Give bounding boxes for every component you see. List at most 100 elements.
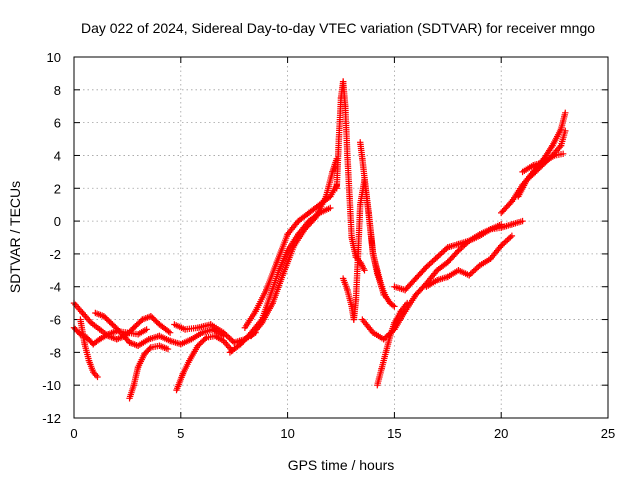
y-tick-label: 10 <box>47 50 61 65</box>
data-point <box>147 313 155 320</box>
data-point <box>386 330 394 337</box>
data-point <box>499 241 506 248</box>
series-marker-group <box>423 232 516 290</box>
series-marker-group <box>333 78 368 274</box>
data-point <box>505 235 513 242</box>
data-point <box>438 249 445 257</box>
y-axis-label: SDTVAR / TECUs <box>7 181 23 293</box>
data-point <box>501 239 508 247</box>
data-point <box>388 329 395 336</box>
plot-area <box>70 78 569 402</box>
x-tick-label: 20 <box>494 426 508 441</box>
data-point <box>383 333 390 340</box>
data-point <box>114 326 122 334</box>
data-point <box>535 165 542 173</box>
data-point <box>200 337 207 344</box>
data-point <box>132 323 139 330</box>
data-point <box>198 338 206 345</box>
series-marker-group <box>77 316 101 381</box>
data-point <box>467 270 474 278</box>
data-point <box>430 256 438 264</box>
y-tick-label: 0 <box>54 214 61 229</box>
data-point <box>473 265 480 272</box>
data-point <box>143 326 150 333</box>
data-point <box>498 221 505 228</box>
data-point <box>150 315 157 323</box>
data-point <box>423 263 430 271</box>
data-point <box>455 247 462 254</box>
data-point <box>532 168 539 176</box>
data-point <box>498 242 505 249</box>
data-point <box>130 324 138 331</box>
data-point <box>107 319 115 327</box>
data-point <box>113 325 120 332</box>
data-point <box>224 333 232 341</box>
series-marker-group <box>515 127 569 200</box>
series-marker-group <box>241 181 340 331</box>
data-point <box>194 342 202 349</box>
data-point <box>201 335 209 343</box>
data-point <box>112 324 119 331</box>
series-marker-group <box>126 342 172 402</box>
data-point <box>507 199 514 207</box>
data-point <box>149 314 156 321</box>
data-point <box>102 314 109 321</box>
plot-frame <box>73 56 609 419</box>
data-point <box>440 248 447 255</box>
data-point <box>465 272 473 279</box>
data-point <box>443 245 450 252</box>
data-point <box>433 253 441 261</box>
x-tick-label: 15 <box>387 426 401 441</box>
data-point <box>435 252 442 259</box>
series-marker-group <box>173 332 236 394</box>
data-point <box>453 248 461 256</box>
data-point <box>504 236 511 244</box>
data-point <box>529 171 536 178</box>
data-point <box>502 238 509 245</box>
data-point <box>523 176 531 184</box>
data-point <box>427 259 435 267</box>
series-marker-group <box>92 309 227 349</box>
x-tick-label: 0 <box>70 426 77 441</box>
data-point <box>527 172 535 180</box>
data-point <box>133 321 140 329</box>
x-tick-label: 10 <box>280 426 294 441</box>
data-point <box>380 336 387 343</box>
data-point <box>459 243 467 250</box>
data-point <box>223 332 230 339</box>
data-point <box>227 336 235 343</box>
data-point <box>380 291 387 299</box>
x-tick-label: 25 <box>601 426 615 441</box>
data-point <box>533 167 540 174</box>
data-point <box>116 328 123 335</box>
data-point <box>220 329 227 336</box>
data-point <box>391 303 398 310</box>
data-point <box>361 267 368 274</box>
series-marker-group <box>359 217 526 343</box>
data-point <box>525 175 532 182</box>
data-point <box>526 174 533 181</box>
data-point <box>196 341 203 348</box>
y-tick-label: 4 <box>54 148 61 163</box>
data-point <box>327 204 334 212</box>
data-point <box>519 217 526 225</box>
y-tick-label: -6 <box>49 313 61 328</box>
data-point <box>136 319 143 326</box>
data-point <box>472 266 479 273</box>
chart-title: Day 022 of 2024, Sidereal Day-to-day VTE… <box>81 20 595 36</box>
y-tick-label: -8 <box>49 345 61 360</box>
data-point <box>165 328 172 335</box>
data-point <box>134 320 142 327</box>
y-tick-label: -10 <box>42 378 61 393</box>
data-point <box>421 265 429 272</box>
series-marker-group <box>70 324 150 348</box>
data-point <box>166 329 174 336</box>
data-point <box>469 269 476 276</box>
data-point <box>475 263 482 271</box>
data-point <box>432 255 439 262</box>
data-point <box>104 317 112 324</box>
data-point <box>562 109 569 116</box>
data-point <box>103 315 110 323</box>
data-point <box>436 251 444 258</box>
